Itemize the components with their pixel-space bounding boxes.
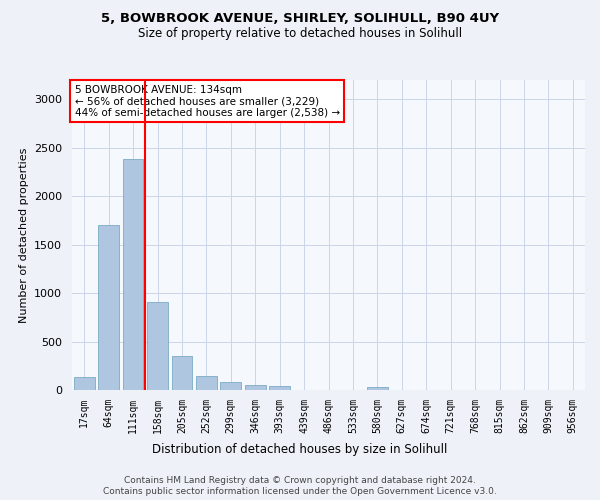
Bar: [172, 356, 193, 390]
Text: Distribution of detached houses by size in Solihull: Distribution of detached houses by size …: [152, 442, 448, 456]
Text: 5, BOWBROOK AVENUE, SHIRLEY, SOLIHULL, B90 4UY: 5, BOWBROOK AVENUE, SHIRLEY, SOLIHULL, B…: [101, 12, 499, 26]
Bar: [367, 387, 388, 390]
Bar: [98, 226, 119, 390]
Bar: [220, 382, 241, 390]
Bar: [74, 378, 95, 390]
Bar: [122, 160, 143, 390]
Bar: [245, 385, 266, 390]
Bar: [196, 376, 217, 390]
Text: Contains public sector information licensed under the Open Government Licence v3: Contains public sector information licen…: [103, 487, 497, 496]
Text: Size of property relative to detached houses in Solihull: Size of property relative to detached ho…: [138, 28, 462, 40]
Text: Contains HM Land Registry data © Crown copyright and database right 2024.: Contains HM Land Registry data © Crown c…: [124, 476, 476, 485]
Bar: [269, 386, 290, 390]
Bar: [147, 302, 168, 390]
Y-axis label: Number of detached properties: Number of detached properties: [19, 148, 29, 322]
Text: 5 BOWBROOK AVENUE: 134sqm
← 56% of detached houses are smaller (3,229)
44% of se: 5 BOWBROOK AVENUE: 134sqm ← 56% of detac…: [74, 84, 340, 118]
